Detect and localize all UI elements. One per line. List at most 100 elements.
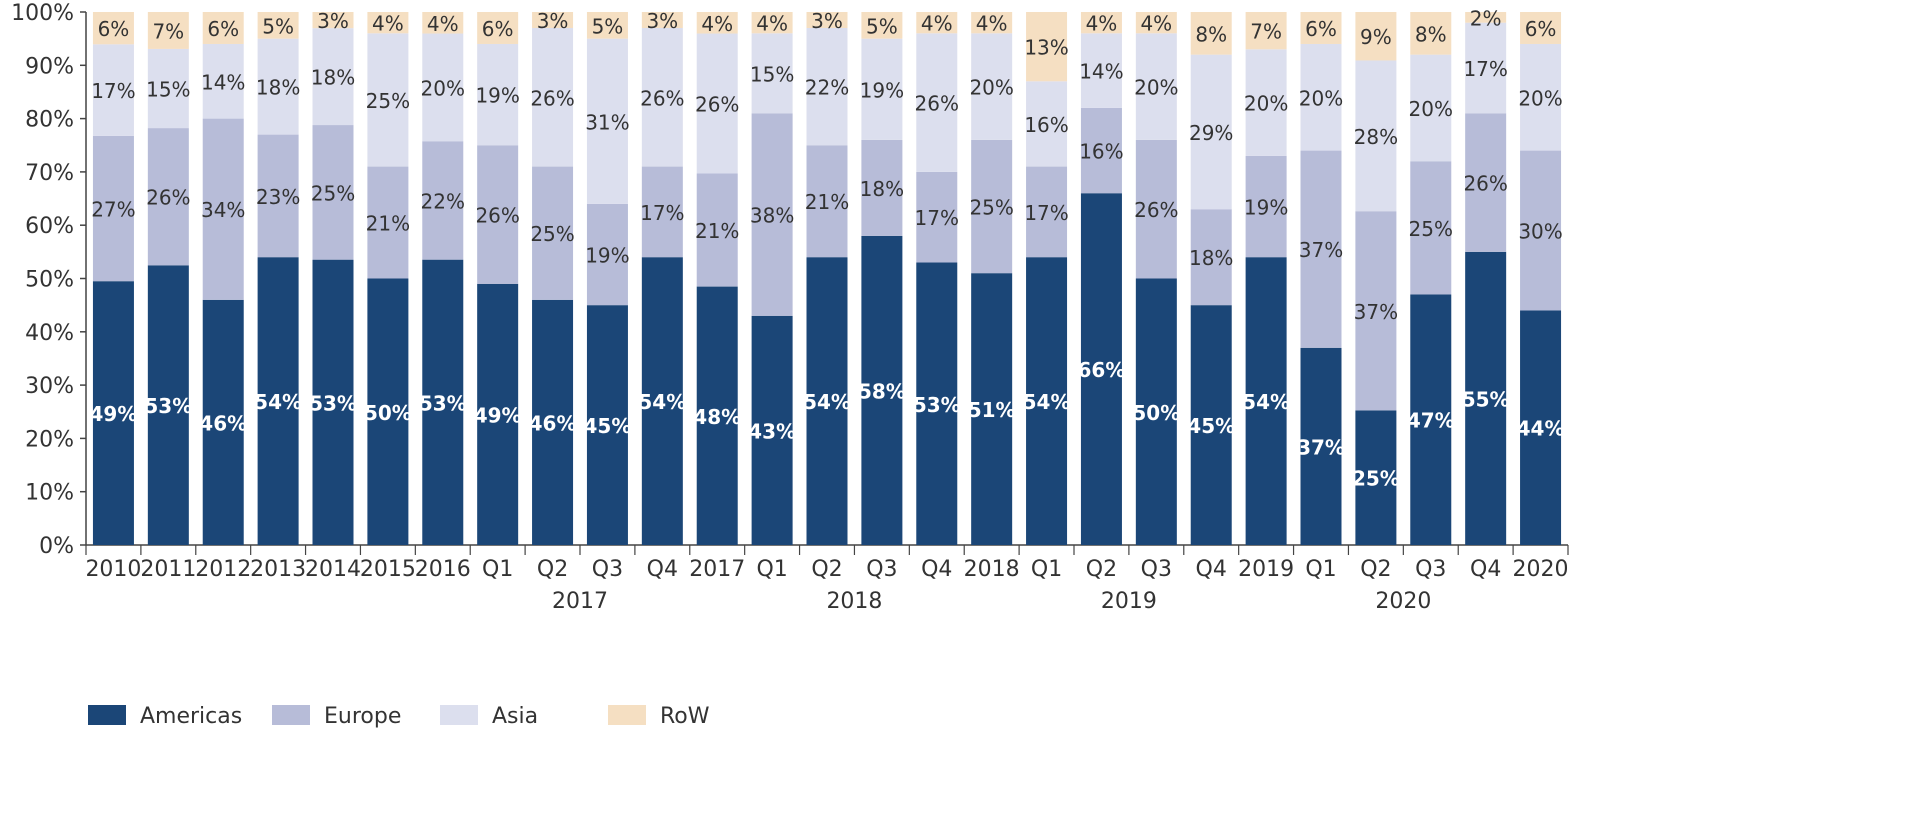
data-label: 20% (1244, 92, 1288, 116)
data-label: 47% (1407, 409, 1455, 433)
x-tick-label: 2013 (250, 557, 306, 582)
bar-americas (806, 257, 848, 545)
bar-asia (1026, 81, 1068, 167)
bar-europe (1135, 139, 1177, 279)
bar-asia (641, 27, 683, 167)
bar-asia (312, 28, 354, 126)
x-tick-label: Q3 (1141, 557, 1172, 582)
bar-row (1410, 12, 1452, 55)
data-label: 28% (1354, 125, 1398, 149)
legend-swatch (272, 705, 310, 725)
data-label: 27% (91, 198, 135, 222)
bar-americas (751, 315, 793, 545)
x-tick-label: 2015 (360, 557, 416, 582)
data-label: 21% (695, 219, 739, 243)
bar-europe (1245, 155, 1287, 258)
bar-europe (257, 134, 299, 258)
data-label: 25% (1352, 467, 1400, 491)
bar-americas (1080, 193, 1122, 545)
bar-europe (916, 171, 958, 263)
bar-row (147, 12, 189, 49)
data-label: 58% (858, 379, 906, 403)
bar-europe (806, 145, 848, 258)
bar-americas (422, 259, 464, 545)
legend-swatch (440, 705, 478, 725)
bar-americas (861, 235, 903, 546)
data-label: 34% (201, 198, 245, 222)
bar-asia (916, 33, 958, 172)
data-label: 4% (701, 12, 733, 36)
data-label: 37% (1297, 435, 1345, 459)
data-label: 51% (968, 398, 1016, 422)
x-tick-label: Q1 (1031, 557, 1062, 582)
data-label: 37% (1354, 300, 1398, 324)
data-label: 45% (1187, 414, 1235, 438)
bar-row (92, 12, 134, 45)
data-label: 20% (421, 76, 465, 100)
bar-row (257, 12, 299, 39)
data-label: 54% (1023, 390, 1071, 414)
bar-row (1520, 12, 1562, 44)
bar-europe (477, 145, 519, 284)
bar-row (806, 12, 848, 28)
bar-europe (147, 128, 189, 266)
legend-label: Asia (492, 704, 538, 729)
bar-europe (532, 166, 574, 300)
bar-americas (1465, 251, 1507, 545)
bar-americas (586, 305, 628, 545)
bar-row (641, 12, 683, 28)
x-tick-label: Q2 (537, 557, 568, 582)
data-label: 18% (1189, 246, 1233, 270)
bar-europe (202, 118, 244, 300)
bar-asia (751, 33, 793, 114)
bar-europe (696, 173, 738, 287)
data-label: 4% (921, 12, 953, 36)
bar-row (1355, 12, 1397, 61)
data-label: 53% (309, 391, 357, 415)
x-tick-label: Q3 (592, 557, 623, 582)
bar-europe (641, 166, 683, 258)
data-label: 22% (421, 189, 465, 213)
x-tick-label: Q2 (811, 557, 842, 582)
data-label: 26% (530, 86, 574, 110)
data-label: 26% (1134, 198, 1178, 222)
bar-americas (1245, 257, 1287, 545)
x-tick-label: 2018 (964, 557, 1020, 582)
data-label: 23% (256, 185, 300, 209)
data-label: 7% (152, 19, 184, 43)
bar-asia (971, 33, 1013, 140)
bar-asia (367, 33, 409, 167)
bar-asia (586, 38, 628, 204)
y-tick-label: 10% (25, 481, 74, 506)
data-label: 9% (1360, 25, 1392, 49)
data-label: 17% (1463, 57, 1507, 81)
data-label: 17% (1024, 201, 1068, 225)
bar-americas (147, 265, 189, 545)
bar-europe (1080, 107, 1122, 194)
data-label: 25% (530, 222, 574, 246)
data-label: 4% (1086, 12, 1118, 36)
legend-label: Europe (324, 704, 401, 729)
data-label: 15% (750, 62, 794, 86)
x-tick-label: 2020 (1513, 557, 1569, 582)
bar-europe (422, 141, 464, 260)
data-label: 20% (969, 76, 1013, 100)
x-tick-label: Q4 (647, 557, 678, 582)
bar-asia (477, 43, 519, 146)
data-label: 8% (1415, 22, 1447, 46)
x-tick-label: Q4 (921, 557, 952, 582)
bar-americas (257, 257, 299, 545)
data-label: 26% (146, 186, 190, 210)
data-label: 26% (475, 204, 519, 228)
bar-europe (92, 135, 134, 282)
data-label: 20% (1299, 86, 1343, 110)
y-tick-label: 30% (25, 374, 74, 399)
y-tick-label: 50% (25, 268, 74, 293)
bar-asia (1190, 54, 1232, 210)
data-label: 6% (1305, 17, 1337, 41)
bar-americas (696, 286, 738, 545)
bar-row (1080, 12, 1122, 34)
x-tick-label: 2012 (195, 557, 251, 582)
bar-americas (1410, 294, 1452, 545)
